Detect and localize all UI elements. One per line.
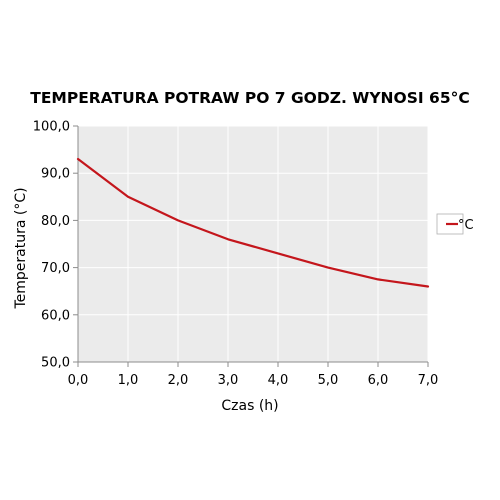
x-tick-label: 5,0 (318, 373, 339, 388)
legend-label: °C (458, 218, 474, 233)
y-tick-label: 80,0 (41, 214, 70, 229)
x-tick-label: 6,0 (368, 373, 389, 388)
x-tick-label: 3,0 (218, 373, 239, 388)
y-tick-label: 60,0 (41, 308, 70, 323)
y-axis-ticks: 50,0 60,0 70,0 80,0 90,0 100,0 (33, 120, 78, 371)
y-tick-label: 100,0 (33, 120, 70, 135)
x-tick-label: 7,0 (418, 373, 439, 388)
x-axis-label: Czas (h) (221, 398, 278, 414)
x-tick-label: 4,0 (268, 373, 289, 388)
y-tick-label: 90,0 (41, 167, 70, 182)
chart-title: TEMPERATURA POTRAW PO 7 GODZ. WYNOSI 65°… (30, 89, 469, 107)
y-tick-label: 70,0 (41, 261, 70, 276)
x-tick-label: 1,0 (118, 373, 139, 388)
y-axis-label: Temperatura (°C) (13, 187, 29, 309)
series-group (76, 157, 430, 288)
legend: °C (436, 213, 474, 235)
x-tick-label: 2,0 (168, 373, 189, 388)
x-axis-ticks: 0,0 1,0 2,0 3,0 4,0 5,0 6,0 7,0 (68, 362, 439, 388)
x-tick-label: 0,0 (68, 373, 89, 388)
axes (77, 126, 428, 363)
plot-area (78, 126, 428, 362)
grid-lines (78, 125, 429, 362)
series-line (76, 157, 430, 288)
y-tick-label: 50,0 (41, 356, 70, 371)
